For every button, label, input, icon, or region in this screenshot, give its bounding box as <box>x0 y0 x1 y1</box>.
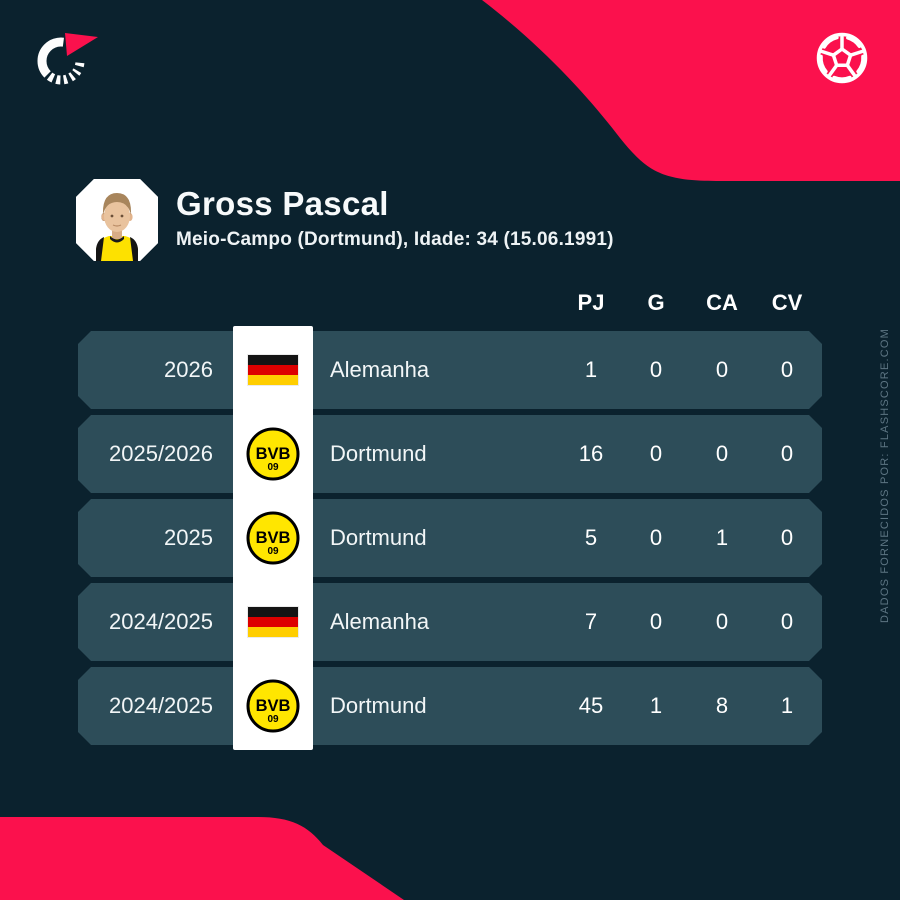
stat-g: 0 <box>649 525 663 550</box>
stat-pj: 5 <box>584 525 598 550</box>
team-badge-box <box>233 578 313 666</box>
stat-cv: 0 <box>780 441 794 466</box>
stat-g: 0 <box>649 441 663 466</box>
stat-cv: 0 <box>780 525 794 550</box>
stat-g: 0 <box>649 609 663 634</box>
team-name: Alemanha <box>330 609 430 634</box>
column-header-pj: PJ <box>577 290 605 315</box>
table-row: 2026 Alemanha 1 0 0 0 <box>78 331 822 409</box>
stat-cv: 1 <box>780 693 794 718</box>
season-label: 2026 <box>164 357 213 382</box>
svg-text:BVB: BVB <box>256 445 291 463</box>
stat-pj: 1 <box>584 357 598 382</box>
season-label: 2024/2025 <box>109 693 213 718</box>
stat-cv: 0 <box>780 357 794 382</box>
team-name: Alemanha <box>330 357 430 382</box>
svg-text:BVB: BVB <box>256 529 291 547</box>
season-stats-table: 2026 Alemanha 1 0 0 0 2025/2026 Dortmund… <box>78 326 822 750</box>
table-row: 2025 Dortmund 5 0 1 0 <box>78 499 822 577</box>
bvb-logo-icon: BVB 09 <box>246 427 300 481</box>
bvb-logo-icon: BVB 09 <box>246 679 300 733</box>
stat-ca: 1 <box>715 525 729 550</box>
germany-flag-icon <box>248 607 298 637</box>
bvb-logo-icon: BVB 09 <box>246 511 300 565</box>
stat-ca: 0 <box>715 609 729 634</box>
stat-ca: 0 <box>715 441 729 466</box>
season-label: 2024/2025 <box>109 609 213 634</box>
stat-pj: 16 <box>578 441 604 466</box>
player-details: Meio-Campo (Dortmund), Idade: 34 (15.06.… <box>176 229 614 250</box>
team-badge-box <box>233 326 313 414</box>
stat-g: 1 <box>649 693 663 718</box>
stat-g: 0 <box>649 357 663 382</box>
season-label: 2025 <box>164 525 213 550</box>
player-name: Gross Pascal <box>176 185 389 222</box>
team-badge-box: BVB 09 <box>233 662 313 750</box>
column-header-g: G <box>647 290 665 315</box>
svg-text:09: 09 <box>267 546 279 557</box>
team-name: Dortmund <box>330 525 427 550</box>
germany-flag-icon <box>248 355 298 385</box>
stat-pj: 7 <box>584 609 598 634</box>
team-badge-box: BVB 09 <box>233 494 313 582</box>
column-header-ca: CA <box>706 290 738 315</box>
team-name: Dortmund <box>330 693 427 718</box>
table-row: 2024/2025 Dortmund 45 1 8 1 <box>78 667 822 745</box>
svg-text:09: 09 <box>267 714 279 725</box>
svg-text:BVB: BVB <box>256 697 291 715</box>
team-badge-box: BVB 09 <box>233 410 313 498</box>
table-row: 2025/2026 Dortmund 16 0 0 0 <box>78 415 822 493</box>
team-name: Dortmund <box>330 441 427 466</box>
flashscore-logo-icon <box>37 33 98 85</box>
football-icon <box>816 32 868 84</box>
player-avatar <box>76 179 158 261</box>
player-photo <box>76 179 158 261</box>
column-header-cv: CV <box>771 290 803 315</box>
stat-pj: 45 <box>578 693 604 718</box>
table-row: 2024/2025 Alemanha 7 0 0 0 <box>78 583 822 661</box>
stat-ca: 8 <box>715 693 729 718</box>
season-label: 2025/2026 <box>109 441 213 466</box>
stat-cv: 0 <box>780 609 794 634</box>
svg-text:09: 09 <box>267 462 279 473</box>
stat-ca: 0 <box>715 357 729 382</box>
data-attribution-text: DADOS FORNECIDOS POR: FLASHSCORE.COM <box>879 327 891 623</box>
